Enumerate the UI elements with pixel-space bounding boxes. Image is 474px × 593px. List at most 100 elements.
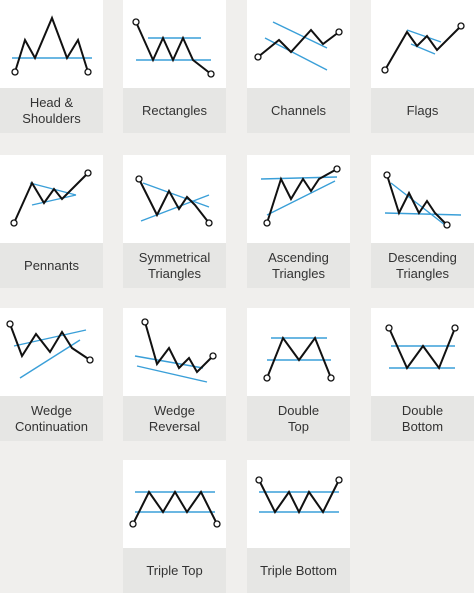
end-point xyxy=(457,22,465,30)
end-point xyxy=(84,169,92,177)
pattern-label: Double Top xyxy=(247,396,350,441)
pattern-card: Wedge Continuation xyxy=(0,308,103,441)
pattern-label: Pennants xyxy=(0,243,103,288)
end-point xyxy=(383,171,391,179)
pattern-card: Wedge Reversal xyxy=(123,308,226,441)
pattern-icon xyxy=(260,165,341,227)
end-point xyxy=(205,219,213,227)
pattern-label: Triple Bottom xyxy=(247,548,350,593)
label-line: Double xyxy=(277,402,320,418)
label-line: Wedge xyxy=(154,402,195,418)
label-line: Ascending xyxy=(268,249,329,265)
label-line: Head & xyxy=(29,94,74,110)
end-point xyxy=(129,520,137,528)
price-line xyxy=(386,174,448,226)
pattern-card: Double Top xyxy=(247,308,350,441)
end-point xyxy=(335,476,343,484)
pattern-icon xyxy=(254,21,343,71)
pattern-icon xyxy=(383,171,462,229)
label-line: Bottom xyxy=(401,418,444,434)
trend-line xyxy=(260,176,338,180)
trend-line xyxy=(31,194,77,206)
pattern-label: Head & Shoulders xyxy=(0,88,103,133)
pattern-label: Symmetrical Triangles xyxy=(123,243,226,288)
end-point xyxy=(11,68,19,76)
label-line: Double xyxy=(401,402,444,418)
label-line: Wedge xyxy=(31,402,72,418)
pattern-card: Double Bottom xyxy=(371,308,474,441)
end-point xyxy=(84,68,92,76)
label-line: Continuation xyxy=(15,418,88,434)
pattern-card: Descending Triangles xyxy=(371,155,474,288)
trend-line xyxy=(384,212,462,216)
label-line: Triple Top xyxy=(146,562,203,578)
price-line xyxy=(384,25,462,71)
pattern-label: Wedge Reversal xyxy=(123,396,226,441)
label-line: Rectangles xyxy=(141,102,208,118)
price-line xyxy=(266,168,338,224)
pattern-icon xyxy=(135,175,213,227)
pattern-card: Triple Bottom xyxy=(247,460,350,593)
trend-line xyxy=(410,43,436,55)
pattern-label: Rectangles xyxy=(123,88,226,133)
end-point xyxy=(385,324,393,332)
end-point xyxy=(132,18,140,26)
pattern-icon xyxy=(10,169,92,227)
price-line xyxy=(135,21,212,75)
pattern-label: Double Bottom xyxy=(371,396,474,441)
label-line: Pennants xyxy=(24,257,79,273)
end-point xyxy=(209,352,217,360)
pattern-label: Triple Top xyxy=(123,548,226,593)
end-point xyxy=(254,53,262,61)
price-line xyxy=(266,335,332,379)
pattern-label: Ascending Triangles xyxy=(247,243,350,288)
pattern-card: Triple Top xyxy=(123,460,226,593)
trend-line xyxy=(13,329,87,347)
pattern-card: Channels xyxy=(247,0,350,133)
price-line xyxy=(258,479,340,515)
pattern-icon xyxy=(255,476,343,515)
trend-line xyxy=(266,180,336,216)
end-point xyxy=(333,165,341,173)
end-point xyxy=(263,374,271,382)
pattern-label: Descending Triangles xyxy=(371,243,474,288)
pattern-icon xyxy=(129,490,221,528)
label-line: Channels xyxy=(271,102,326,118)
pattern-icon xyxy=(134,318,217,383)
price-line xyxy=(144,321,214,374)
pattern-icon xyxy=(11,15,92,76)
pattern-icon xyxy=(6,320,94,379)
pattern-label: Channels xyxy=(247,88,350,133)
pattern-card: Pennants xyxy=(0,155,103,288)
price-line xyxy=(388,327,456,371)
label-line: Triple Bottom xyxy=(260,562,337,578)
pattern-icon xyxy=(263,335,335,382)
label-line: Shoulders xyxy=(22,110,81,126)
price-line xyxy=(132,490,218,525)
pattern-label: Flags xyxy=(371,88,474,133)
trend-line xyxy=(406,29,442,43)
label-line: Flags xyxy=(406,102,439,118)
end-point xyxy=(443,221,451,229)
label-line: Triangles xyxy=(148,265,201,281)
pattern-icon xyxy=(132,18,215,78)
price-line xyxy=(13,172,89,224)
trend-line xyxy=(390,182,446,226)
trend-line xyxy=(136,365,208,383)
end-point xyxy=(6,320,14,328)
pattern-card: Symmetrical Triangles xyxy=(123,155,226,288)
pattern-icon xyxy=(381,22,465,74)
end-point xyxy=(213,520,221,528)
pattern-label: Wedge Continuation xyxy=(0,396,103,441)
pattern-card: Flags xyxy=(371,0,474,133)
end-point xyxy=(135,175,143,183)
end-point xyxy=(207,70,215,78)
end-point xyxy=(86,356,94,364)
pattern-card: Rectangles xyxy=(123,0,226,133)
trend-line xyxy=(140,194,210,222)
end-point xyxy=(381,66,389,74)
end-point xyxy=(255,476,263,484)
end-point xyxy=(141,318,149,326)
label-line: Symmetrical xyxy=(138,249,211,265)
